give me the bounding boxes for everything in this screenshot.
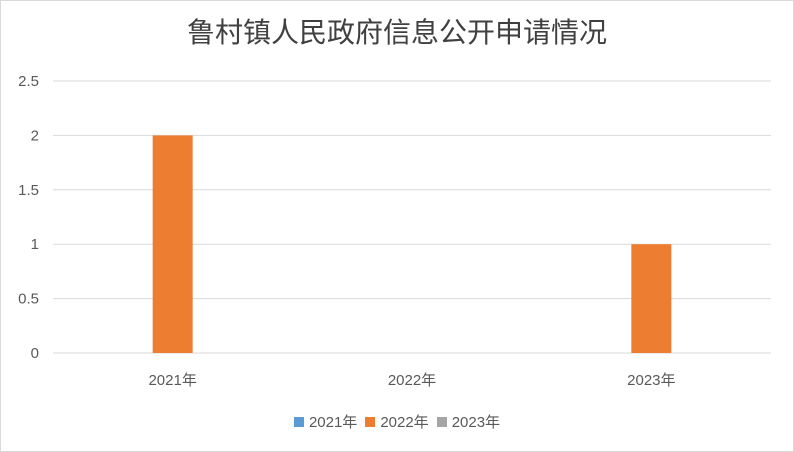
- legend-swatch: [293, 416, 304, 427]
- bar-2022年-2023年: [631, 244, 672, 353]
- bar-2022年-2021年: [152, 135, 193, 353]
- y-tick-label: 0: [31, 345, 39, 362]
- x-tick-label: 2021年: [148, 372, 196, 389]
- y-tick-label: 2.5: [18, 73, 39, 90]
- legend-item: 2023年: [436, 411, 501, 432]
- legend-item: 2022年: [365, 411, 429, 432]
- legend-item: 2021年: [293, 411, 358, 432]
- x-tick-label: 2023年: [627, 372, 675, 389]
- legend-label: 2022年: [380, 414, 429, 431]
- legend-swatch: [436, 416, 447, 427]
- legend: 2021年 2022年 2023年: [1, 411, 793, 432]
- y-tick-label: 2: [31, 127, 39, 144]
- y-tick-label: 0.5: [18, 291, 39, 308]
- y-tick-label: 1.5: [18, 182, 39, 199]
- chart-title: 鲁村镇人民政府信息公开申请情况: [186, 16, 607, 49]
- legend-label: 2023年: [451, 414, 501, 431]
- x-tick-label: 2022年: [388, 372, 436, 389]
- legend-label: 2021年: [308, 414, 358, 431]
- y-tick-label: 1: [31, 236, 39, 253]
- legend-swatch: [365, 416, 376, 427]
